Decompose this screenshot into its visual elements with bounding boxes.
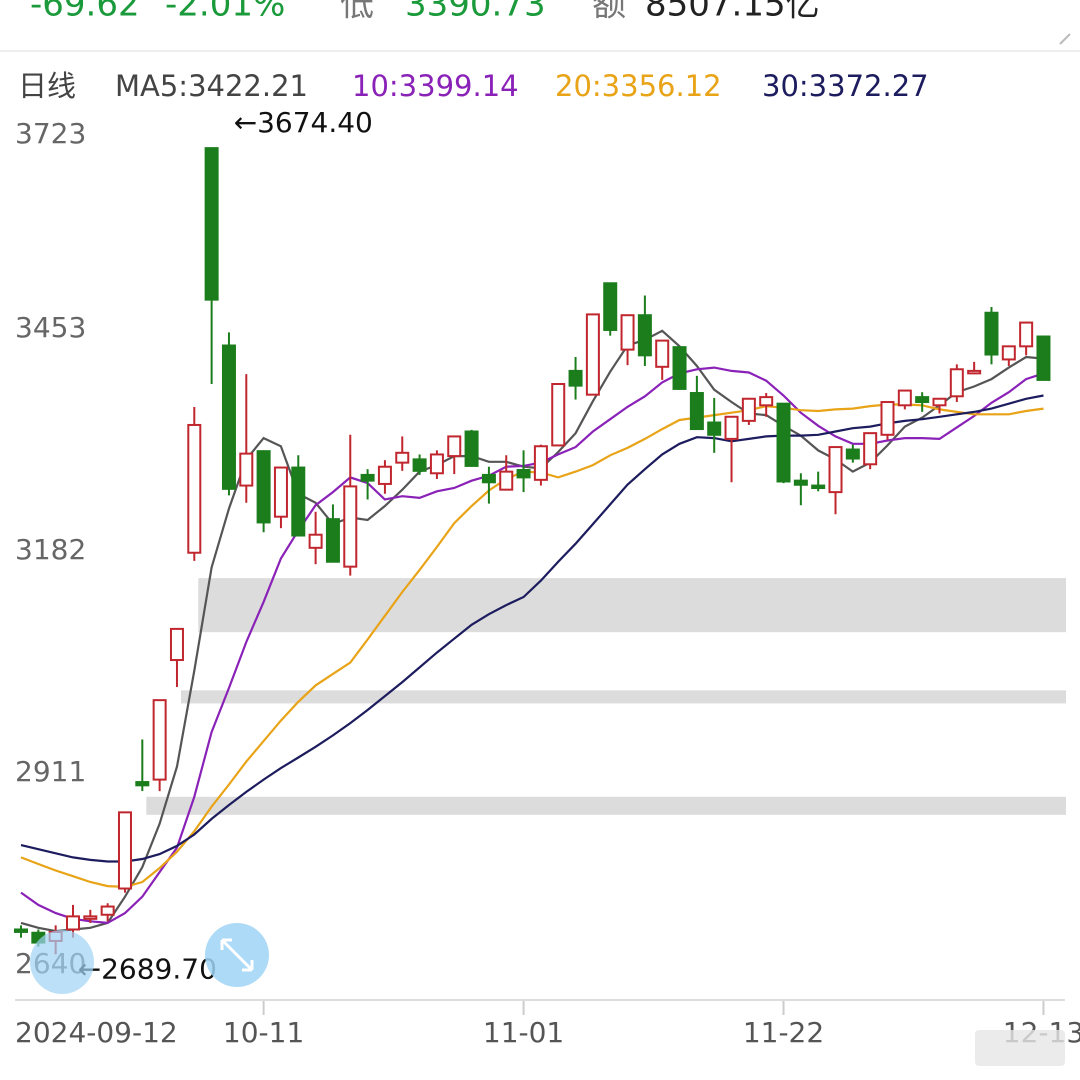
candle-body xyxy=(308,533,323,549)
candle-body xyxy=(637,314,652,357)
candle-body xyxy=(915,396,930,404)
candle-body xyxy=(100,905,115,916)
candle-body xyxy=(499,470,514,491)
candle-body xyxy=(447,435,462,458)
candle-body xyxy=(620,314,635,351)
button[interactable] xyxy=(30,930,94,994)
candle-body xyxy=(221,344,236,490)
legend-entry: 20:3356.12 xyxy=(555,69,722,103)
candle-body xyxy=(672,346,687,390)
candle-body xyxy=(152,699,167,781)
candle-body xyxy=(793,479,808,486)
candle-body xyxy=(429,453,444,475)
y-tick-label: 3453 xyxy=(15,311,86,344)
candle-body xyxy=(880,401,895,436)
x-tick-label: 11-22 xyxy=(743,1016,824,1049)
candle-body xyxy=(741,397,756,422)
legend-entry: 30:3372.27 xyxy=(762,69,929,103)
amount-value: 8507.15亿 xyxy=(645,0,820,25)
change: -69.62 xyxy=(30,0,140,25)
candle-body xyxy=(724,415,739,440)
x-tick-label: 2024-09-12 xyxy=(15,1016,178,1049)
ma-line xyxy=(20,403,1044,889)
annotation: ←3674.40 xyxy=(234,106,373,139)
candle-body xyxy=(516,469,531,479)
legend-entry: 10:3399.14 xyxy=(352,69,519,103)
candle-body xyxy=(811,484,826,490)
amount-label: 额 xyxy=(592,0,626,25)
candle-body xyxy=(863,432,878,466)
percent: -2.01% xyxy=(165,0,285,25)
candle-body xyxy=(412,458,427,472)
x-tick-label: 10-11 xyxy=(223,1016,304,1049)
candle-body xyxy=(897,389,912,407)
candle-body xyxy=(291,466,306,537)
ma-line xyxy=(20,394,1044,863)
candle-body xyxy=(117,811,132,890)
y-tick-label: 3723 xyxy=(15,117,86,150)
corner-icon xyxy=(1059,33,1071,45)
candle-body xyxy=(481,473,496,484)
candle-body xyxy=(187,423,202,554)
candle-body xyxy=(343,485,358,568)
candle-body xyxy=(949,368,964,398)
candle-body xyxy=(83,915,98,920)
candle-body xyxy=(1001,345,1016,361)
candle-body xyxy=(377,465,392,485)
candle-body xyxy=(169,627,184,662)
low-value: 3390.73 xyxy=(405,0,546,25)
candle-body xyxy=(135,781,150,787)
candle-body xyxy=(776,402,791,483)
expand-icon xyxy=(220,938,254,972)
candle-body xyxy=(273,466,288,518)
candle-body xyxy=(1019,321,1034,348)
candle-body xyxy=(984,311,999,356)
x-tick-label: 11-01 xyxy=(483,1016,564,1049)
gap-band xyxy=(146,796,1066,815)
candle-body xyxy=(689,392,704,431)
candle-body xyxy=(1036,335,1051,381)
candle-body xyxy=(325,518,340,563)
candle-body xyxy=(759,396,774,407)
candle-body xyxy=(932,397,947,407)
gap-band xyxy=(198,578,1067,633)
gap-band xyxy=(180,690,1067,704)
plot: MA5:3422.21 10:3399.14 20:3356.12 30:3372.2… xyxy=(14,69,1080,1049)
candle-body xyxy=(655,339,670,368)
candle-body xyxy=(14,928,28,933)
candle-body xyxy=(464,430,479,467)
candle-body xyxy=(707,421,722,436)
candle-body xyxy=(204,147,219,301)
watermark xyxy=(975,1030,1065,1066)
candle-body xyxy=(395,451,410,464)
candle-body xyxy=(256,450,271,524)
candle-body xyxy=(533,445,548,481)
y-tick-label: 3182 xyxy=(15,533,86,566)
candle-body xyxy=(845,448,860,460)
candle-body xyxy=(360,473,375,482)
candle-body xyxy=(65,915,80,931)
candle-body xyxy=(551,383,566,447)
legend-entry: MA5:3422.21 xyxy=(115,69,308,103)
y-tick-label: 2911 xyxy=(15,755,86,788)
annotation: ←2689.70 xyxy=(78,952,217,985)
candle-body xyxy=(967,369,982,375)
low-label: 低 xyxy=(340,0,374,25)
period-label: 日线 xyxy=(18,69,76,103)
divider xyxy=(0,50,1080,52)
candle-body xyxy=(585,313,600,396)
candle-body xyxy=(239,452,254,487)
candle-body xyxy=(828,446,843,494)
candle-body xyxy=(568,369,583,387)
overlay xyxy=(30,923,1065,1066)
candle-body xyxy=(603,282,618,331)
